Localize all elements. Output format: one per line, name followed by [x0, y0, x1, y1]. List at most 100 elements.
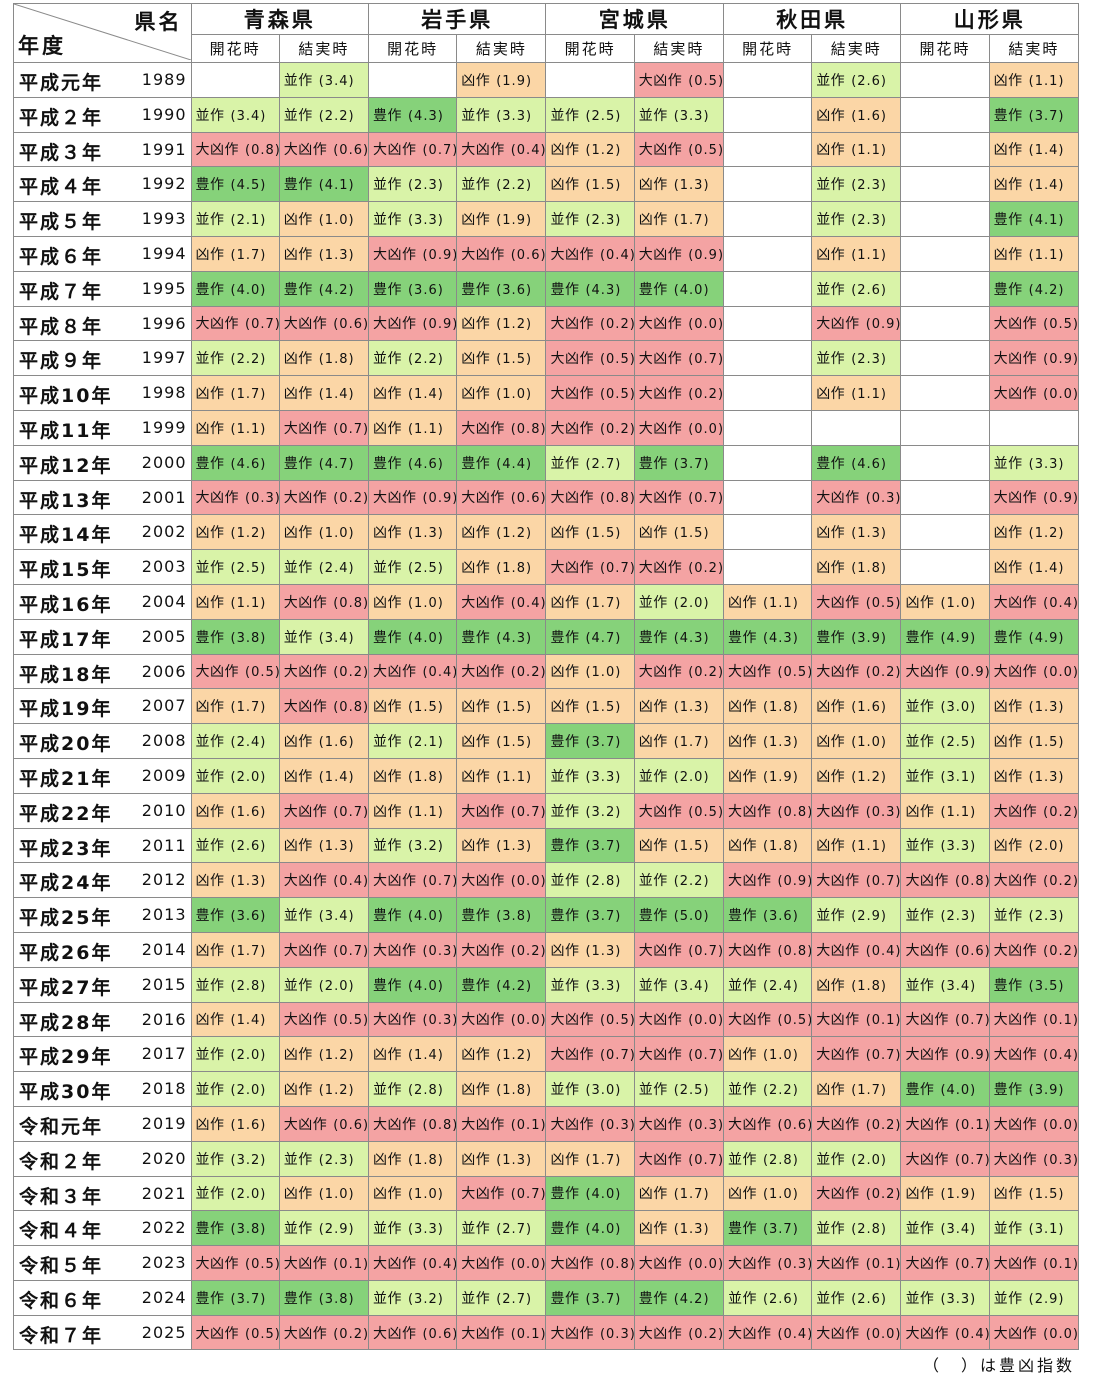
harvest-cell: 凶作 (1.1) — [367, 409, 458, 446]
harvest-cell: 大凶作 (0.5) — [988, 305, 1080, 342]
harvest-grade: 大凶作 — [993, 803, 1038, 820]
harvest-cell: 凶作 (1.8) — [811, 966, 902, 1003]
harvest-index: (3.7) — [1028, 108, 1065, 124]
harvest-grade: 凶作 — [461, 1082, 491, 1098]
harvest-grade: 凶作 — [372, 1186, 402, 1203]
harvest-index: (2.6) — [230, 839, 267, 855]
harvest-grade: 大凶作 — [905, 1255, 949, 1272]
harvest-cell: 大凶作 (0.8) — [278, 583, 369, 620]
harvest-index: (3.6) — [230, 909, 267, 925]
harvest-index: (0.3) — [422, 1013, 457, 1029]
harvest-cell: 凶作 (1.0) — [367, 1175, 458, 1212]
harvest-grade: 大凶作 — [727, 1012, 772, 1029]
harvest-cell: 並作 (3.2) — [367, 827, 458, 864]
harvest-cell: 大凶作 (0.6) — [278, 131, 369, 168]
harvest-cell: 並作 (3.4) — [278, 897, 369, 933]
harvest-grade: 大凶作 — [638, 664, 683, 681]
harvest-grade: 凶作 — [195, 420, 225, 437]
harvest-index: (0.4) — [954, 1326, 990, 1342]
harvest-index: (2.2) — [230, 352, 267, 368]
harvest-cell: 凶作 (1.3) — [456, 1140, 547, 1177]
harvest-grade: 凶作 — [727, 734, 757, 751]
harvest-cell: 豊作 (4.3) — [722, 618, 813, 655]
harvest-cell: 並作 (2.8) — [545, 862, 635, 899]
harvest-index: (3.7) — [585, 839, 622, 855]
harvest-index: (5.0) — [673, 909, 710, 925]
harvest-index: (0.8) — [510, 421, 546, 437]
harvest-cell: 大凶作 (0.4) — [811, 931, 902, 968]
harvest-cell: 凶作 (1.6) — [190, 792, 280, 829]
harvest-cell: 豊作 (4.1) — [988, 201, 1080, 237]
harvest-cell: 並作 (2.2) — [278, 96, 369, 133]
harvest-index: (0.0) — [510, 874, 546, 890]
western-year: 1998 — [141, 383, 187, 403]
harvest-cell: 大凶作 (0.4) — [722, 1314, 813, 1351]
harvest-grade: 凶作 — [283, 212, 313, 229]
harvest-cell: 凶作 (1.5) — [456, 340, 547, 377]
harvest-grade: 並作 — [372, 177, 402, 194]
harvest-grade: 豊作 — [550, 1221, 580, 1238]
harvest-cell: 大凶作 (0.3) — [811, 479, 902, 516]
harvest-cell: 凶作 (1.8) — [367, 1140, 458, 1177]
harvest-index: (1.0) — [940, 595, 977, 611]
harvest-grade: 大凶作 — [283, 420, 328, 437]
year-cell: 平成26年 2014 — [13, 931, 192, 968]
harvest-grade: 並作 — [195, 107, 225, 124]
harvest-index: (0.7) — [954, 1013, 990, 1029]
fruiting-column-header: 結実時 — [278, 34, 369, 63]
harvest-index: (3.2) — [585, 804, 622, 820]
table-row: 平成21年 2009 並作 (2.0) 凶作 (1.4) 凶作 (1.8) 凶作 (1.1) 並作 (… — [13, 757, 1080, 794]
harvest-index: (4.2) — [1028, 282, 1065, 298]
harvest-index: (0.5) — [688, 143, 724, 159]
harvest-grade: 大凶作 — [993, 594, 1038, 611]
harvest-cell: 大凶作 (0.0) — [633, 1001, 724, 1038]
harvest-cell: 並作 (2.3) — [367, 166, 458, 203]
harvest-cell: 並作 (2.3) — [811, 166, 902, 203]
harvest-grade: 大凶作 — [283, 699, 328, 716]
western-year: 2016 — [141, 1009, 187, 1029]
harvest-index: (0.2) — [865, 1117, 901, 1133]
harvest-cell: 大凶作 (0.5) — [633, 131, 724, 168]
harvest-index: (0.4) — [599, 247, 635, 263]
harvest-index: (1.3) — [1028, 769, 1065, 785]
harvest-grade: 並作 — [905, 977, 935, 994]
harvest-cell: 豊作 (4.2) — [278, 270, 369, 307]
harvest-cell: 並作 (2.2) — [367, 340, 458, 377]
harvest-cell: 並作 (2.0) — [190, 1036, 280, 1073]
harvest-grade: 凶作 — [283, 768, 313, 785]
harvest-grade: 凶作 — [372, 1151, 402, 1168]
harvest-index: (0.7) — [954, 1152, 990, 1168]
harvest-index: (0.3) — [865, 804, 901, 820]
harvest-cell: 大凶作 (0.7) — [545, 549, 635, 585]
harvest-cell: 大凶作 (0.7) — [367, 862, 458, 899]
harvest-grade: 並作 — [816, 1151, 846, 1168]
harvest-index: (1.1) — [851, 247, 888, 263]
harvest-index: (1.2) — [851, 769, 888, 785]
harvest-grade: 並作 — [638, 977, 668, 994]
era-name: 平成元年 — [19, 72, 104, 94]
harvest-index: (0.9) — [422, 317, 457, 333]
prefecture-miyagi: 宮城県 — [545, 3, 724, 35]
harvest-index: (0.8) — [333, 700, 369, 716]
harvest-grade: 大凶作 — [461, 1186, 505, 1203]
empty-cell — [900, 479, 990, 516]
harvest-cell: 大凶作 (0.7) — [545, 1036, 635, 1073]
harvest-grade: 大凶作 — [372, 1116, 417, 1133]
harvest-cell: 豊作 (4.0) — [367, 618, 458, 655]
harvest-grade: 並作 — [283, 1151, 313, 1168]
harvest-index: (2.0) — [673, 595, 710, 611]
harvest-cell: 凶作 (1.1) — [190, 583, 280, 620]
harvest-grade: 並作 — [283, 908, 313, 925]
year-cell: 平成11年 1999 — [13, 409, 192, 446]
harvest-grade: 大凶作 — [727, 873, 772, 890]
harvest-cell: 大凶作 (0.8) — [545, 1245, 635, 1281]
harvest-grade: 凶作 — [993, 734, 1023, 751]
western-year: 2012 — [141, 870, 187, 890]
harvest-cell: 大凶作 (0.4) — [545, 235, 635, 272]
harvest-grade: 並作 — [461, 177, 491, 194]
harvest-index: (0.1) — [1043, 1256, 1079, 1272]
harvest-grade: 大凶作 — [195, 490, 239, 507]
harvest-grade: 大凶作 — [461, 420, 505, 437]
harvest-index: (1.5) — [496, 352, 533, 368]
era-name: 平成10年 — [19, 385, 113, 408]
